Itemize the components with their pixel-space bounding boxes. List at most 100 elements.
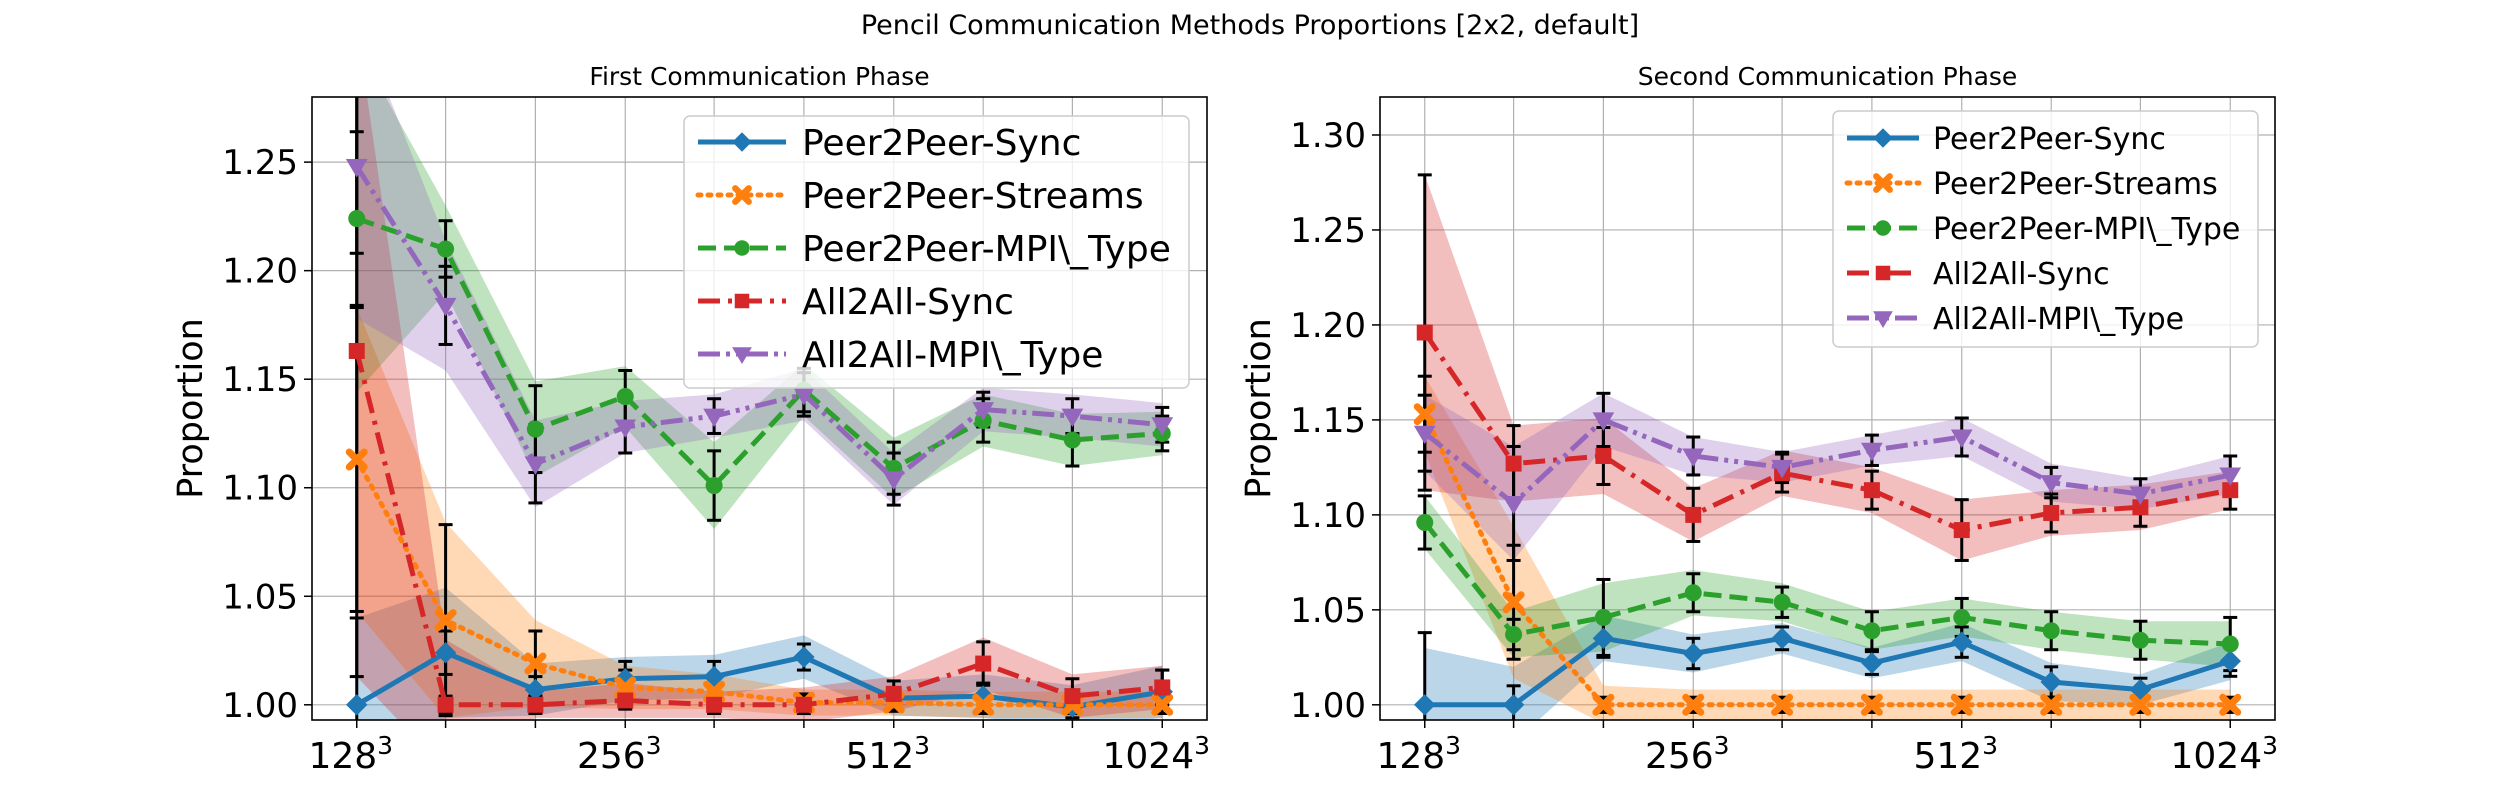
data-point bbox=[1771, 627, 1793, 650]
figure-suptitle: Pencil Communication Methods Proportions… bbox=[860, 10, 1640, 41]
data-point bbox=[1860, 693, 1883, 716]
legend-label: All2All-Sync bbox=[802, 282, 1014, 323]
y-tick-label: 1.30 bbox=[1290, 116, 1366, 156]
data-point bbox=[614, 419, 637, 438]
data-point bbox=[1771, 459, 1793, 479]
series-line bbox=[354, 165, 1163, 482]
band-series-5 bbox=[356, 97, 1163, 508]
data-point bbox=[1950, 693, 1973, 716]
legend-marker bbox=[1873, 128, 1893, 148]
series-3 bbox=[1416, 513, 2239, 653]
y-axis: 1.00 1.05 1.10 1.15 1.20 1.25 1.30 bbox=[1290, 116, 1380, 726]
data-point bbox=[1064, 688, 1081, 705]
legend-item-2: Peer2Peer-Streams bbox=[1844, 167, 2218, 202]
data-point bbox=[348, 210, 366, 228]
data-point bbox=[1685, 506, 1702, 523]
data-point bbox=[346, 694, 368, 716]
y-tick-label: 1.25 bbox=[1290, 211, 1366, 251]
panel-title: Second Communication Phase bbox=[1638, 62, 2018, 91]
data-point bbox=[703, 680, 726, 703]
series-line bbox=[355, 216, 1163, 489]
data-point bbox=[1154, 679, 1171, 696]
axes-frame bbox=[1379, 96, 2276, 721]
data-point bbox=[885, 685, 902, 702]
legend-label: All2All-Sync bbox=[1933, 257, 2110, 292]
data-point bbox=[2043, 504, 2060, 521]
data-point bbox=[1863, 482, 1880, 499]
y-tick-label: 1.00 bbox=[222, 686, 298, 726]
data-point bbox=[616, 388, 634, 406]
data-point bbox=[706, 696, 723, 713]
legend-item-1: Peer2Peer-Sync bbox=[1847, 122, 2166, 157]
data-point bbox=[1063, 431, 1081, 449]
series-4 bbox=[348, 342, 1171, 713]
legend-item-2: Peer2Peer-Streams bbox=[695, 176, 1144, 217]
data-point bbox=[1413, 425, 1436, 445]
data-point bbox=[434, 642, 457, 664]
series-4 bbox=[1416, 324, 2239, 539]
data-point bbox=[348, 342, 365, 359]
x-tick-label: 2563 bbox=[577, 731, 662, 777]
series-1 bbox=[1414, 627, 2241, 716]
data-point bbox=[795, 696, 812, 713]
data-point bbox=[882, 471, 905, 491]
x-tick-label: 5123 bbox=[1913, 731, 1998, 777]
data-point bbox=[972, 693, 995, 716]
y-tick-label: 1.25 bbox=[222, 143, 298, 183]
data-point bbox=[524, 652, 547, 675]
data-point bbox=[1151, 693, 1174, 716]
x-tick-label: 10243 bbox=[1102, 731, 1210, 777]
data-point bbox=[2219, 467, 2242, 486]
data-point bbox=[526, 420, 544, 438]
legend-label: Peer2Peer-MPI\_Type bbox=[802, 229, 1171, 270]
legend-label: All2All-MPI\_Type bbox=[1933, 302, 2184, 337]
data-point bbox=[2040, 671, 2062, 693]
data-point bbox=[793, 646, 815, 668]
series-line bbox=[355, 650, 1163, 710]
data-point bbox=[703, 408, 725, 428]
legend-marker bbox=[1875, 220, 1891, 236]
series-line bbox=[1424, 635, 2232, 708]
legend-item-3: Peer2Peer-MPI\_Type bbox=[698, 229, 1171, 270]
data-point bbox=[1413, 403, 1436, 426]
series-line bbox=[1423, 417, 2231, 506]
data-point bbox=[1953, 608, 1971, 626]
y-tick-label: 1.20 bbox=[1290, 306, 1366, 346]
y-tick-label: 1.15 bbox=[222, 360, 298, 400]
data-point bbox=[703, 665, 725, 688]
data-point bbox=[1684, 584, 1702, 602]
plot-content bbox=[1413, 173, 2242, 720]
data-point bbox=[1592, 693, 1615, 716]
series-5 bbox=[1413, 412, 2242, 515]
data-point bbox=[345, 158, 368, 178]
data-point bbox=[2129, 486, 2152, 505]
data-point bbox=[2221, 635, 2239, 653]
data-point bbox=[2042, 622, 2060, 640]
x-tick-label: 1283 bbox=[1376, 731, 1461, 777]
x-axis: 1283 2563 5123 10243 bbox=[308, 720, 1210, 777]
data-point bbox=[1502, 495, 1525, 515]
band-series-5 bbox=[1424, 393, 2231, 561]
data-point bbox=[1682, 448, 1705, 467]
y-tick-label: 1.05 bbox=[1290, 591, 1366, 631]
band-series-4 bbox=[1424, 174, 2231, 561]
legend-marker bbox=[732, 347, 752, 364]
data-point bbox=[1771, 693, 1794, 716]
legend-label: Peer2Peer-Streams bbox=[802, 176, 1144, 217]
data-point bbox=[1416, 324, 1433, 341]
data-point bbox=[1505, 455, 1522, 472]
y-axis-label: Proportion bbox=[1239, 318, 1279, 499]
data-point bbox=[975, 655, 992, 672]
legend-marker bbox=[1875, 265, 1891, 281]
data-point bbox=[2219, 693, 2242, 716]
y-tick-label: 1.20 bbox=[222, 252, 298, 292]
data-point bbox=[437, 240, 455, 258]
data-point bbox=[437, 696, 454, 713]
data-point bbox=[1861, 652, 1883, 674]
legend-item-4: All2All-Sync bbox=[698, 282, 1014, 323]
legend-marker bbox=[732, 185, 752, 205]
x-tick-label: 10243 bbox=[2170, 731, 2278, 777]
data-point bbox=[614, 676, 637, 699]
data-point bbox=[1505, 626, 1523, 644]
